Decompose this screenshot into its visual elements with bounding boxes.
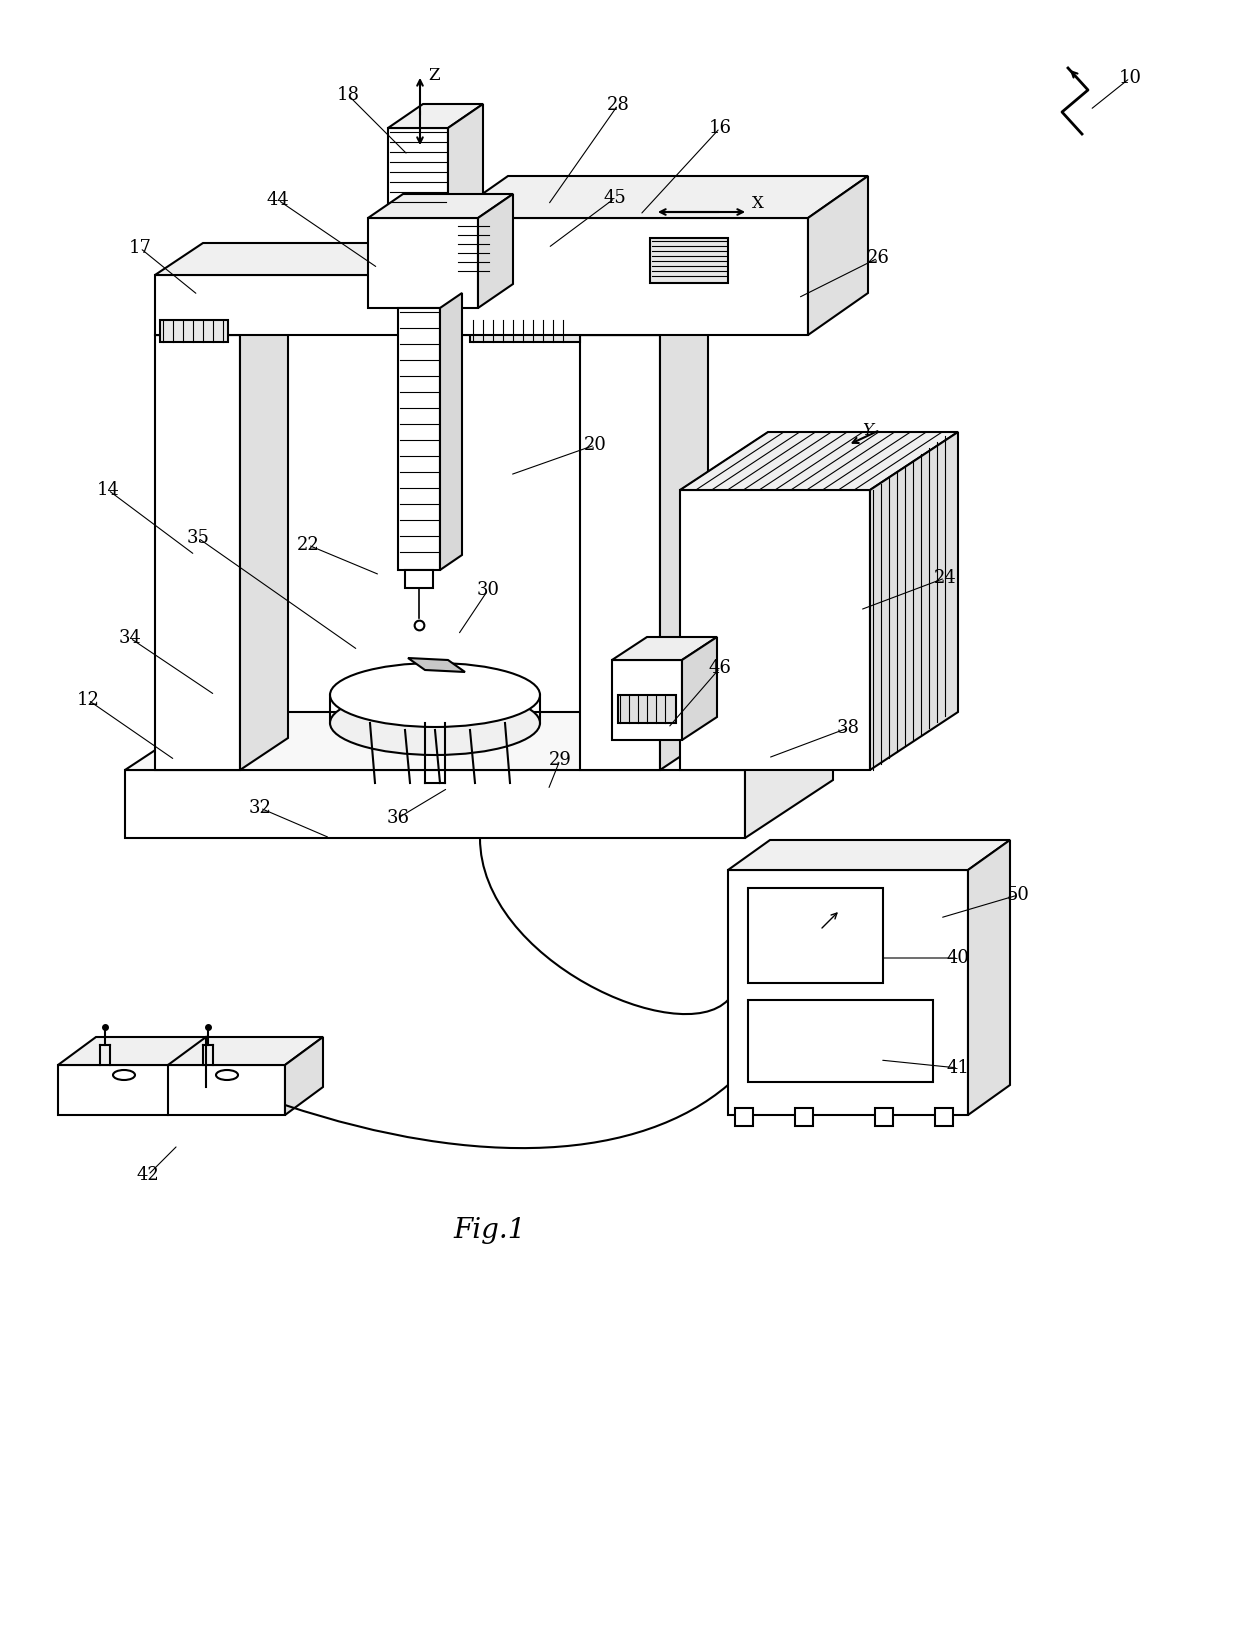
Polygon shape — [660, 243, 708, 336]
Bar — [735, 1108, 753, 1126]
Text: 20: 20 — [584, 437, 606, 454]
Polygon shape — [448, 176, 868, 218]
Polygon shape — [682, 637, 717, 740]
Bar — [748, 888, 883, 982]
Text: 46: 46 — [708, 660, 732, 678]
Text: 22: 22 — [296, 536, 320, 554]
Polygon shape — [440, 293, 463, 570]
Bar — [405, 570, 433, 588]
Text: 35: 35 — [186, 529, 210, 547]
Polygon shape — [155, 303, 288, 336]
Polygon shape — [448, 218, 808, 336]
Bar — [160, 319, 228, 342]
Text: 42: 42 — [136, 1166, 160, 1184]
Bar — [875, 1108, 893, 1126]
Text: 10: 10 — [1118, 68, 1142, 86]
Polygon shape — [368, 194, 513, 218]
Polygon shape — [613, 660, 682, 740]
Text: 24: 24 — [934, 569, 956, 586]
Ellipse shape — [330, 663, 539, 727]
Bar — [748, 1000, 932, 1082]
Text: 12: 12 — [77, 691, 99, 709]
Ellipse shape — [113, 1070, 135, 1080]
Polygon shape — [660, 303, 708, 771]
Text: 36: 36 — [387, 810, 409, 828]
Text: 30: 30 — [476, 582, 500, 599]
Bar — [935, 1108, 954, 1126]
Polygon shape — [125, 771, 745, 837]
Ellipse shape — [330, 691, 539, 754]
Text: Fig.1: Fig.1 — [454, 1217, 526, 1243]
Polygon shape — [448, 104, 484, 218]
Polygon shape — [155, 336, 241, 771]
Polygon shape — [580, 303, 708, 336]
Polygon shape — [968, 841, 1011, 1114]
Bar — [398, 308, 440, 570]
Polygon shape — [241, 303, 288, 771]
Bar — [795, 1108, 813, 1126]
Polygon shape — [125, 712, 833, 771]
Polygon shape — [285, 1038, 322, 1114]
Polygon shape — [728, 841, 1011, 870]
Text: 41: 41 — [946, 1059, 970, 1077]
Text: 26: 26 — [867, 249, 889, 267]
Polygon shape — [680, 432, 959, 490]
Bar — [618, 696, 676, 723]
Bar — [456, 222, 491, 277]
Text: 29: 29 — [548, 751, 572, 769]
Text: Z: Z — [428, 67, 439, 85]
Polygon shape — [680, 490, 870, 771]
Text: 17: 17 — [129, 239, 151, 257]
Bar — [470, 319, 580, 342]
Text: 32: 32 — [248, 798, 272, 818]
Text: 38: 38 — [837, 718, 859, 736]
Text: 50: 50 — [1007, 886, 1029, 904]
Text: 28: 28 — [606, 96, 630, 114]
Polygon shape — [58, 1065, 285, 1114]
Polygon shape — [870, 432, 959, 771]
Text: X: X — [751, 195, 764, 212]
Polygon shape — [580, 336, 660, 771]
Polygon shape — [745, 712, 833, 837]
Polygon shape — [408, 658, 465, 673]
Text: 14: 14 — [97, 481, 119, 498]
Text: Y: Y — [862, 422, 873, 438]
Polygon shape — [388, 104, 484, 129]
Polygon shape — [728, 870, 968, 1114]
Polygon shape — [155, 243, 708, 275]
Polygon shape — [613, 637, 717, 660]
Polygon shape — [808, 176, 868, 336]
Bar — [650, 238, 728, 283]
Polygon shape — [368, 218, 477, 308]
Polygon shape — [388, 129, 448, 218]
Text: 45: 45 — [604, 189, 626, 207]
Text: 40: 40 — [946, 950, 970, 968]
Text: 16: 16 — [708, 119, 732, 137]
Text: 34: 34 — [119, 629, 141, 647]
Ellipse shape — [216, 1070, 238, 1080]
Polygon shape — [58, 1038, 322, 1065]
Polygon shape — [477, 194, 513, 308]
Text: 18: 18 — [336, 86, 360, 104]
Polygon shape — [155, 275, 660, 336]
Text: 44: 44 — [267, 191, 289, 209]
